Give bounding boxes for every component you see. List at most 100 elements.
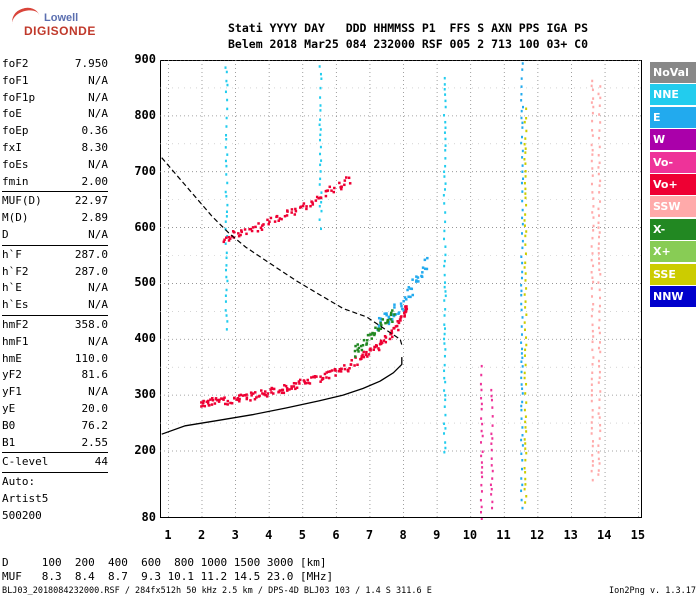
streak-dot [590,271,593,274]
o-trace-dot [379,339,383,343]
streak-dot [590,383,593,386]
streak-dot [598,310,601,313]
param-row: foF1p N/A [2,90,108,107]
o-trace-dot [362,355,366,359]
streak-dot [525,430,528,433]
streak-dot [591,236,594,240]
o-trace-dot [295,386,299,389]
streak-dot [525,203,528,207]
o-trace-dot [327,376,331,380]
o-trace-dot [340,367,343,371]
o-trace-dot [213,402,217,405]
o-trace-dot [245,393,248,396]
streak-dot [226,279,229,283]
streak-dot [520,308,523,312]
x-trace-dot [353,355,357,358]
multihop-dot [239,233,242,237]
streak-dot [318,183,321,186]
streak-dot [319,133,322,137]
o-trace-dot [278,389,282,392]
streak-dot [521,392,524,395]
logo-line2: DIGISONDE [24,24,96,38]
o-trace-dot [325,376,328,379]
streak-dot [525,336,528,339]
multihop-dot [290,211,293,214]
e-echo-dot [387,322,391,326]
streak-dot [226,235,229,238]
streak-dot [521,459,524,462]
streak-dot [597,172,600,176]
e-echo-dot [383,312,386,315]
streak-dot [444,398,447,402]
y-tick-label: 600 [134,219,156,234]
streak-dot [591,148,594,152]
streak-dot [224,159,227,163]
streak-dot [597,247,600,250]
o-trace-dot [233,396,236,400]
multihop-dot [240,230,243,234]
x-trace-dot [393,313,396,316]
streak-dot [592,264,595,268]
streak-dot [444,149,447,152]
multihop-dot [267,222,270,226]
o-trace-dot [360,357,363,360]
e-echo-dot [390,318,394,321]
streak-dot [524,300,527,303]
streak-dot [591,276,594,279]
streak-dot [598,129,601,132]
streak-dot [491,437,494,440]
o-trace-dot [350,359,353,362]
streak-dot [524,187,527,191]
streak-dot [598,370,601,374]
streak-dot [520,408,523,412]
streak-dot [524,471,527,474]
streak-dot [590,159,593,163]
streak-dot [524,234,527,238]
streak-dot [520,109,523,113]
streak-dot [599,423,602,427]
param-separator [2,314,108,316]
streak-dot [598,161,601,165]
o-trace-dot [221,397,224,401]
streak-dot [591,371,594,375]
streak-dot [226,320,229,323]
e-echo-dot [406,288,409,292]
legend-item-vo-: Vo- [650,151,696,173]
streak-dot [480,388,483,392]
streak-dot [443,281,446,284]
o-trace-dot [360,355,363,358]
streak-dot [224,90,227,94]
x-trace-dot [373,332,377,335]
o-trace-dot [302,379,306,382]
streak-dot [480,505,483,509]
streak-dot [520,284,523,287]
o-trace-dot [251,392,255,395]
o-trace-dot [264,393,267,397]
streak-dot [597,214,600,217]
o-trace-dot [239,393,243,397]
streak-dot [524,162,527,165]
streak-dot [521,126,524,129]
multihop-dot [268,220,271,223]
streak-dot [520,333,523,336]
streak-dot [523,181,526,185]
muf-value-row: MUF 8.3 8.4 8.7 9.3 10.1 11.2 14.5 23.0 … [2,570,334,583]
o-trace-dot [200,401,203,404]
param-row: yF1 N/A [2,384,108,401]
streak-dot [225,314,228,317]
streak-dot [319,177,322,181]
param-name: M(D) [2,211,29,225]
streak-dot [520,325,523,328]
e-echo-dot [393,303,396,306]
streak-dot [525,129,528,133]
o-trace-dot [315,375,318,378]
param-row: D N/A [2,227,108,244]
streak-dot [225,288,228,292]
streak-dot [444,120,447,124]
o-trace-dot [206,402,210,405]
streak-dot [598,235,601,239]
o-trace-dot [312,375,315,379]
streak-dot [520,255,523,259]
streak-dot [598,262,601,265]
multihop-dot [257,222,260,225]
